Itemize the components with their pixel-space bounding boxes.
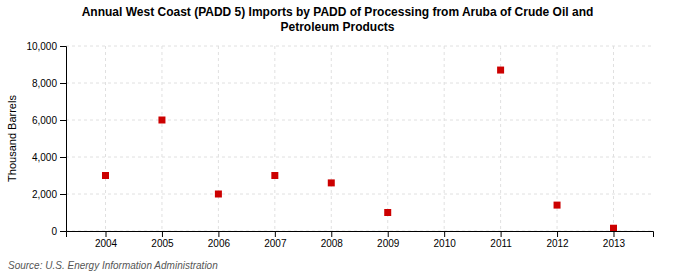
x-tick: 2008 <box>321 231 344 249</box>
title-line: Petroleum Products <box>280 20 394 34</box>
grid-line-y <box>66 194 653 195</box>
plot-area: 2004 2005 2006 2007 2008 2009 2010 2011 2012 2013… <box>26 41 653 249</box>
x-tick: 2013 <box>603 231 626 249</box>
x-tick-label: 2007 <box>264 238 287 249</box>
x-tick-mark <box>501 231 502 237</box>
point <box>328 179 335 186</box>
x-tick: 2006 <box>208 231 231 249</box>
grid-line-x <box>105 46 106 231</box>
grid-line-x <box>444 46 445 231</box>
chart: 2004 2005 2006 2007 2008 2009 2010 2011 2012 2013… <box>0 0 675 275</box>
x-tick-label: 2009 <box>377 238 400 249</box>
y-tick: 8,000 <box>32 78 66 89</box>
x-tick-label: 2010 <box>434 238 457 249</box>
x-tick-label: 2005 <box>151 238 174 249</box>
x-tick-mark <box>106 231 107 237</box>
x-tick: 2005 <box>151 231 174 249</box>
y-tick-label: 0 <box>51 226 57 237</box>
y-tick: 6,000 <box>32 115 66 126</box>
x-tick-mark <box>218 231 219 237</box>
y-tick-label: 6,000 <box>32 115 57 126</box>
x-tick-label: 2012 <box>546 238 569 249</box>
y-tick-label: 10,000 <box>26 41 57 52</box>
point <box>610 225 617 231</box>
grid-line-y <box>66 120 653 121</box>
x-tick: 2004 <box>95 231 118 249</box>
point <box>554 202 561 209</box>
point <box>497 67 504 74</box>
y-tick: 0 <box>51 226 66 237</box>
x-tick-mark <box>557 231 558 237</box>
point <box>271 172 278 179</box>
y-tick-mark <box>60 46 66 47</box>
y-tick-mark <box>60 120 66 121</box>
grid-line-y <box>66 83 653 84</box>
x-tick: 2007 <box>264 231 287 249</box>
x-tick-label: 2013 <box>603 238 626 249</box>
x-tick-mark <box>613 231 614 237</box>
grid-line-x <box>274 46 275 231</box>
x-tick-mark <box>388 231 389 237</box>
y-tick-mark <box>60 231 66 232</box>
grid-line-y <box>66 46 653 47</box>
grid-line-x <box>161 46 162 231</box>
title-line: Annual West Coast (PADD 5) Imports by PA… <box>82 5 594 19</box>
y-axis-line <box>60 47 67 232</box>
source-note: Source: U.S. Energy Information Administ… <box>8 260 218 271</box>
y-axis-title: Thousand Barrels <box>6 95 18 182</box>
grid-line-x <box>331 46 332 231</box>
y-tick-label: 8,000 <box>32 78 57 89</box>
x-tick: 2009 <box>377 231 400 249</box>
y-tick: 10,000 <box>26 41 66 52</box>
x-tick-label: 2004 <box>95 238 118 249</box>
grid <box>66 46 653 231</box>
x-tick-label: 2011 <box>490 238 512 249</box>
title: Annual West Coast (PADD 5) Imports by PA… <box>82 5 594 34</box>
y-tick-mark <box>60 83 66 84</box>
point <box>102 172 109 179</box>
grid-line-x <box>218 46 219 231</box>
x-tick-mark <box>444 231 445 237</box>
x-tick-label: 2006 <box>208 238 231 249</box>
point <box>158 117 165 124</box>
point <box>384 209 391 216</box>
marks <box>102 67 617 231</box>
x-tick-mark <box>275 231 276 237</box>
grid-line-x <box>500 46 501 231</box>
grid-line-y <box>66 157 653 158</box>
x-tick: 2011 <box>490 231 512 249</box>
x-tick-mark <box>162 231 163 237</box>
y-tick-mark <box>60 194 66 195</box>
y-tick-label: 2,000 <box>32 189 57 200</box>
grid-line-x <box>387 46 388 231</box>
y-tick-label: 4,000 <box>32 152 57 163</box>
point <box>215 191 222 198</box>
y-tick: 2,000 <box>32 189 66 200</box>
x-axis: 2004 2005 2006 2007 2008 2009 2010 2011 2012 2013 <box>67 231 654 249</box>
x-tick: 2012 <box>546 231 569 249</box>
y-axis: 0 2,000 4,000 6,000 8,000 10,000 <box>26 41 66 237</box>
x-tick: 2010 <box>434 231 457 249</box>
grid-line-x <box>613 46 614 231</box>
x-axis-line <box>67 232 654 238</box>
x-tick-mark <box>331 231 332 237</box>
y-tick: 4,000 <box>32 152 66 163</box>
y-tick-mark <box>60 157 66 158</box>
x-tick-label: 2008 <box>321 238 344 249</box>
